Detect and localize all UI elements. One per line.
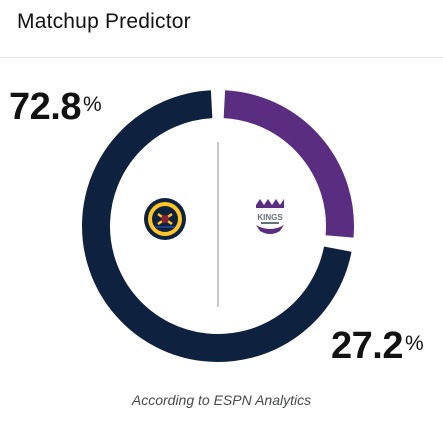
kings-logo-icon[interactable]: KINGS xyxy=(256,199,284,234)
gauge-arc-nuggets xyxy=(82,90,352,362)
nuggets-logo-icon[interactable] xyxy=(144,198,186,240)
kings-win-probability: 27.2% xyxy=(331,325,424,367)
analytics-attribution: According to ESPN Analytics xyxy=(131,392,312,408)
kings-logo-text: KINGS xyxy=(257,213,283,222)
nuggets-win-probability: 72.8% xyxy=(9,86,102,128)
page-title: Matchup Predictor xyxy=(17,10,191,33)
gauge-arc-kings xyxy=(223,90,354,238)
matchup-header: Matchup Predictor xyxy=(0,0,443,58)
